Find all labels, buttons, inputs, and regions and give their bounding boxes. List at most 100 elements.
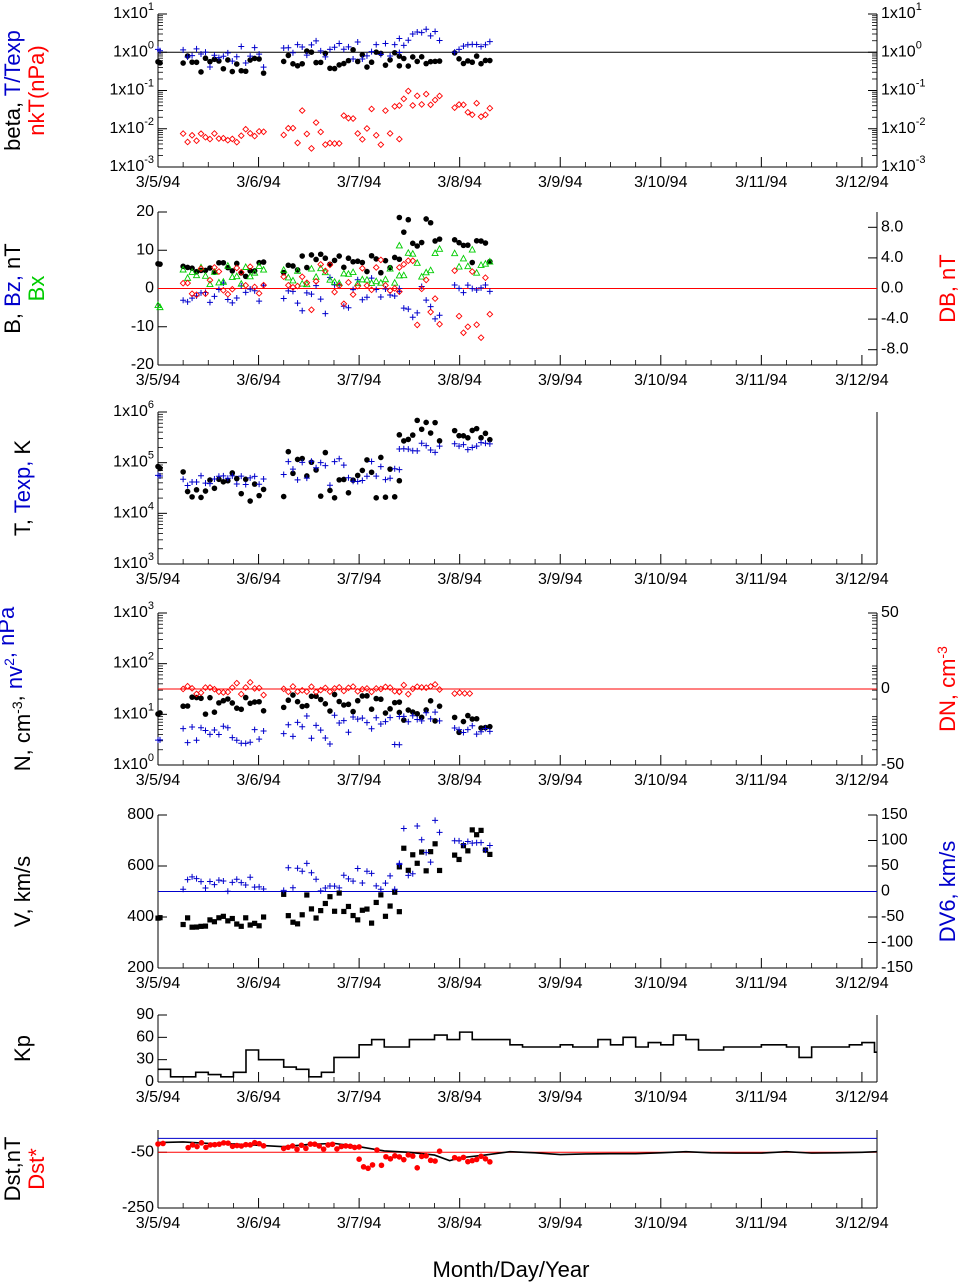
data-point bbox=[426, 266, 435, 274]
series-2 bbox=[154, 241, 494, 311]
y-tick-label: 30 bbox=[136, 1051, 154, 1068]
data-point bbox=[436, 829, 443, 836]
data-point bbox=[363, 125, 371, 132]
x-tick-label: 3/5/94 bbox=[136, 1089, 181, 1106]
data-point bbox=[436, 37, 443, 44]
data-point bbox=[335, 683, 343, 691]
data-point bbox=[469, 427, 476, 434]
data-point bbox=[396, 53, 403, 59]
data-point bbox=[382, 710, 389, 716]
data-point bbox=[317, 686, 325, 694]
data-point bbox=[396, 477, 403, 484]
data-point bbox=[285, 287, 292, 294]
data-point bbox=[317, 887, 324, 894]
data-point bbox=[469, 716, 476, 722]
data-point bbox=[322, 462, 329, 469]
data-point bbox=[331, 257, 338, 264]
data-point bbox=[285, 697, 292, 704]
data-point bbox=[180, 469, 186, 475]
data-point bbox=[312, 272, 320, 280]
data-point bbox=[216, 259, 222, 266]
data-point bbox=[392, 889, 398, 895]
data-point bbox=[391, 254, 398, 261]
data-point bbox=[345, 278, 352, 286]
data-point bbox=[377, 141, 385, 149]
data-point bbox=[336, 62, 343, 68]
data-point bbox=[396, 214, 403, 221]
data-point bbox=[478, 827, 484, 833]
data-point bbox=[193, 924, 200, 930]
x-tick-label: 3/5/94 bbox=[136, 975, 181, 992]
data-point bbox=[369, 1162, 376, 1168]
data-point bbox=[350, 878, 357, 885]
data-point bbox=[391, 49, 398, 56]
data-point bbox=[299, 912, 305, 918]
data-point bbox=[456, 239, 462, 246]
data-point bbox=[331, 44, 338, 51]
x-tick-label: 3/8/94 bbox=[437, 975, 482, 992]
data-point bbox=[189, 694, 195, 700]
data-point bbox=[372, 131, 380, 139]
data-point bbox=[382, 40, 389, 47]
data-point bbox=[345, 490, 352, 496]
data-point bbox=[387, 903, 393, 909]
data-point bbox=[184, 703, 191, 709]
data-point bbox=[396, 709, 403, 716]
y-tick-label-right: 50 bbox=[881, 604, 899, 621]
data-point bbox=[341, 264, 347, 271]
data-point bbox=[206, 135, 214, 143]
data-point bbox=[423, 419, 429, 426]
data-point bbox=[477, 261, 485, 268]
data-point bbox=[354, 716, 361, 723]
data-point bbox=[215, 54, 222, 61]
data-point bbox=[247, 739, 254, 746]
data-point bbox=[427, 859, 434, 866]
data-point bbox=[224, 724, 231, 731]
x-tick-label: 3/12/94 bbox=[835, 772, 888, 789]
data-point bbox=[224, 475, 231, 482]
data-point bbox=[243, 915, 249, 921]
data-point bbox=[331, 691, 338, 698]
data-point bbox=[377, 886, 384, 893]
data-point bbox=[331, 288, 339, 296]
data-point bbox=[423, 297, 430, 304]
data-point bbox=[382, 880, 389, 887]
data-point bbox=[299, 868, 306, 875]
y-tick-label: 1x103 bbox=[113, 551, 154, 572]
data-point bbox=[373, 882, 380, 889]
data-point bbox=[336, 698, 343, 705]
data-point bbox=[472, 268, 481, 276]
data-point bbox=[354, 697, 361, 704]
data-point bbox=[184, 53, 191, 60]
data-point bbox=[260, 476, 267, 483]
data-point bbox=[247, 53, 254, 60]
data-point bbox=[308, 683, 315, 691]
data-point bbox=[211, 293, 218, 300]
data-point bbox=[436, 443, 443, 450]
data-point bbox=[340, 46, 347, 53]
data-point bbox=[432, 449, 439, 456]
data-point bbox=[427, 308, 435, 316]
data-point bbox=[478, 43, 485, 50]
data-point bbox=[260, 707, 267, 714]
data-point bbox=[308, 252, 315, 258]
data-point bbox=[246, 129, 254, 137]
data-point bbox=[290, 263, 296, 269]
data-point bbox=[198, 1140, 205, 1146]
data-point bbox=[312, 277, 320, 285]
data-point bbox=[220, 53, 227, 60]
data-point bbox=[469, 722, 476, 729]
data-point bbox=[229, 68, 236, 75]
data-point bbox=[395, 135, 403, 143]
y-tick-label: 60 bbox=[136, 1029, 154, 1046]
data-point bbox=[184, 682, 192, 690]
data-point bbox=[298, 686, 306, 694]
data-point bbox=[193, 137, 200, 145]
data-point bbox=[198, 494, 204, 501]
data-point bbox=[354, 282, 362, 290]
data-point bbox=[256, 298, 263, 305]
data-point bbox=[157, 47, 164, 54]
data-point bbox=[256, 492, 262, 499]
data-point bbox=[238, 923, 244, 929]
data-point bbox=[211, 485, 218, 492]
